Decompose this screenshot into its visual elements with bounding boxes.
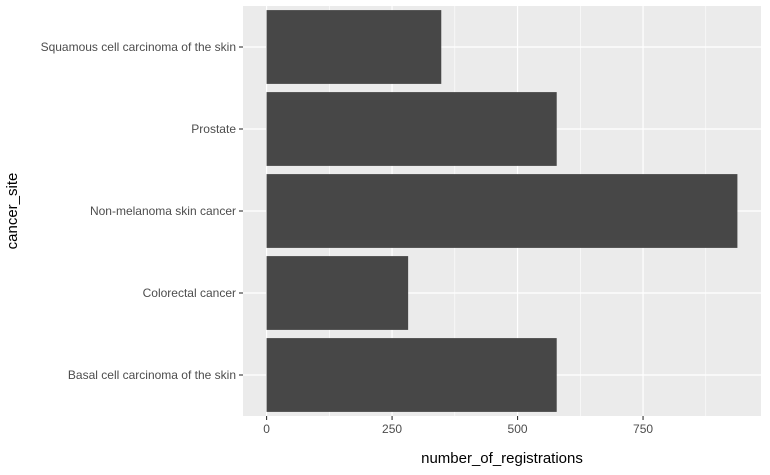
x-axis: 0 250 500 750 [263, 416, 653, 436]
y-tick-label: Colorectal cancer [143, 286, 236, 300]
x-tick-label: 250 [382, 422, 402, 436]
bar [266, 256, 409, 330]
bar [266, 10, 442, 84]
bar [266, 174, 738, 248]
x-tick-label: 750 [633, 422, 653, 436]
x-tick-label: 0 [263, 422, 270, 436]
y-tick-label: Non-melanoma skin cancer [90, 204, 236, 218]
x-axis-title: number_of_registrations [421, 450, 583, 467]
y-axis-title: cancer_site [4, 173, 21, 250]
bar [266, 338, 557, 412]
x-tick-label: 500 [508, 422, 528, 436]
y-tick-label: Basal cell carcinoma of the skin [68, 368, 236, 382]
bars [266, 10, 738, 412]
y-tick-label: Prostate [191, 122, 236, 136]
bar [266, 92, 557, 166]
y-axis: Basal cell carcinoma of the skin Colorect… [41, 40, 243, 382]
y-tick-label: Squamous cell carcinoma of the skin [41, 40, 236, 54]
